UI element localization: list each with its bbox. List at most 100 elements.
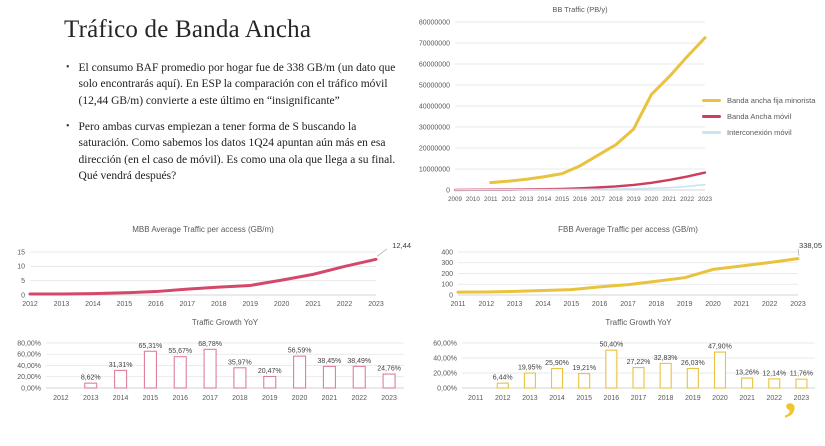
data-line [28,257,378,296]
y-axis-label: 100 [441,282,453,289]
x-axis-label: 2020 [712,395,728,402]
x-axis-label: 2015 [117,301,133,308]
x-axis-label: 2017 [620,301,636,308]
x-axis-label: 2015 [576,395,592,402]
data-bar [768,378,781,389]
chart-title: MBB Average Traffic per access (GB/m) [132,225,274,234]
x-axis-label: 2019 [242,301,258,308]
x-axis-label: 2018 [649,301,665,308]
data-line [489,36,707,185]
x-axis-label: 2022 [762,301,778,308]
note-item: • El consumo BAF promedio por hogar fue … [66,60,402,109]
chart-title: Traffic Growth YoY [605,318,672,327]
y-axis-label: 0,00% [437,385,457,392]
y-axis-label: 60,00% [433,340,457,347]
legend-item-movil: Banda Ancha móvil [702,112,815,121]
data-bar [496,382,509,389]
bar-value-label: 50,40% [599,342,623,349]
bar-value-label: 12,14% [762,370,786,377]
bar-value-label: 8,62% [81,375,101,382]
data-bar [382,373,396,389]
chart-title: FBB Average Traffic per access (GB/m) [558,225,698,234]
x-axis-label: 2021 [322,395,338,402]
y-axis-label: 0 [449,292,453,299]
y-axis-label: 15 [17,249,25,256]
bar-value-label: 31,31% [109,362,133,369]
y-axis-label: 20,00% [433,370,457,377]
x-axis-label: 2015 [143,395,159,402]
note-text: Pero ambas curvas empiezan a tener forma… [78,120,396,182]
bar-value-label: 11,76% [790,371,813,378]
legend-item-interconexion: Interconexión móvil [702,128,815,137]
data-bar [741,377,754,389]
x-axis-label: 2011 [450,301,465,308]
mbb-average-traffic-chart-canvas: MBB Average Traffic per access (GB/m) 0 5 1… [17,225,411,308]
x-axis-label: 2012 [479,301,495,308]
x-axis-label: 2018 [232,395,248,402]
x-axis-label: 2015 [564,301,580,308]
page-title: Tráfico de Banda Ancha [64,16,312,43]
x-axis-label: 2022 [351,395,367,402]
mbb-average-traffic-chart: MBB Average Traffic per access (GB/m) 0 5 1… [4,220,414,316]
x-axis-label: 2012 [495,395,511,402]
annotation-callout [376,248,388,257]
bb-chart-legend: Banda ancha fija minorista Banda Ancha m… [702,96,815,144]
x-axis-label: 2020 [292,395,308,402]
legend-item-fija: Banda ancha fija minorista [702,96,815,105]
x-axis-label: 2016 [148,301,164,308]
x-axis-label: 2020 [644,196,659,203]
data-bar [293,355,307,389]
data-bar [795,378,808,389]
x-axis-label: 2016 [592,301,608,308]
x-axis-label: 2014 [85,301,101,308]
x-axis-label: 2023 [381,395,397,402]
y-axis-label: 70000000 [419,40,450,47]
bar-value-label: 19,21% [572,365,596,372]
bar-value-label: 35,97% [228,359,252,366]
x-axis-label: 2019 [262,395,278,402]
y-axis-label: 60000000 [419,61,450,68]
y-axis-label: 50000000 [419,82,450,89]
x-axis-label: 2019 [685,395,701,402]
bar-value-label: 25,90% [545,360,569,367]
data-line [454,183,706,191]
x-axis-label: 2019 [627,196,642,203]
legend-swatch-fija [702,99,721,102]
x-axis-label: 2013 [522,395,538,402]
x-axis-label: 2021 [739,395,755,402]
fbb-average-traffic-chart-canvas: FBB Average Traffic per access (GB/m) 0 10… [441,225,822,308]
x-axis-label: 2013 [519,196,534,203]
x-axis-label: 2022 [680,196,695,203]
y-axis-label: 20000000 [419,145,450,152]
data-bar [632,367,645,389]
note-item: • Pero ambas curvas empiezan a tener for… [66,119,402,184]
legend-label: Banda Ancha móvil [727,112,792,121]
x-axis-label: 2022 [337,301,353,308]
x-axis-label: 2018 [609,196,624,203]
y-axis-label: 0 [21,292,25,299]
bar-value-label: 19,95% [518,365,542,372]
y-axis-label: 40000000 [419,103,450,110]
legend-label: Banda ancha fija minorista [727,96,816,105]
x-axis-label: 2011 [484,196,498,203]
x-axis-label: 2017 [202,395,218,402]
y-axis-label: 80,00% [17,340,41,347]
data-bar [578,373,591,389]
y-axis-label: 60,00% [17,352,41,359]
x-axis-label: 2018 [211,301,227,308]
bar-value-label: 20,47% [258,368,282,375]
note-text: El consumo BAF promedio por hogar fue de… [78,62,396,107]
legend-swatch-interconexion [702,131,721,134]
y-axis-label: 400 [441,249,453,256]
fbb-growth-yoy-chart-canvas: Traffic Growth YoY 0,00% 20,00% 40,00% 60,00… [433,318,815,402]
bar-value-label: 65,31% [139,343,163,350]
x-axis-label: 2013 [507,301,523,308]
data-bar [84,382,98,389]
y-axis-label: 0 [446,187,450,194]
bullet-marker: • [66,62,70,73]
x-axis-label: 2017 [179,301,195,308]
x-axis-label: 2014 [537,196,552,203]
bar-value-label: 24,76% [377,366,401,373]
y-axis-label: 0,00% [21,385,41,392]
x-axis-label: 2020 [705,301,721,308]
